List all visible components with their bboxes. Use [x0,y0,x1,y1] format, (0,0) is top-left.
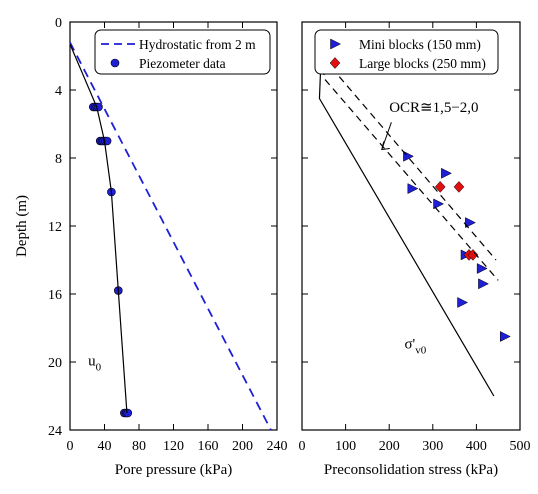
series-line-2 [69,43,128,414]
data-point-triangle [407,183,419,195]
y-tick-label: 0 [55,16,62,31]
data-point-triangle [478,278,489,290]
data-point-diamond [434,181,446,193]
y-tick-label: 12 [48,220,62,235]
data-point-diamond [467,249,479,261]
x-tick-label: 400 [466,439,487,454]
x-axis-title: Pore pressure (kPa) [115,462,232,478]
x-tick-label: 120 [163,439,184,454]
annotation-subscript: 0 [96,361,102,373]
x-tick-label: 160 [198,439,219,454]
annotation-arrowhead [381,141,390,151]
legend-box [314,29,499,75]
plot-frame [301,21,521,431]
data-point-triangle [476,263,488,274]
x-tick-label: 0 [67,439,74,454]
data-point-triangle [433,198,445,210]
y-axis-title: Depth (m) [14,195,30,257]
legend-box [94,29,271,75]
y-tick-label: 20 [48,356,62,371]
y-tick-label: 24 [48,424,62,439]
legend-label: Mini blocks (150 mm) [359,37,481,52]
series-line-0 [69,41,272,431]
y-tick-label: 8 [55,152,62,167]
annotation: σ'v0 [404,336,426,356]
x-tick-label: 200 [232,439,253,454]
annotation-main: σ' [404,336,415,352]
annotation-main: u [88,353,96,369]
legend-swatch-marker [110,58,120,68]
legend-swatch-marker [330,38,342,50]
data-point-triangle [441,167,452,179]
x-tick-label: 80 [132,439,146,454]
data-point-triangle [465,217,476,229]
x-tick-label: 500 [510,439,531,454]
series-line-3 [323,44,499,281]
panel-pore-pressure: 0 40 80 120 160 200 240 0 4 8 12 16 20 24 Pore pressur… [14,16,288,478]
x-tick-label: 240 [267,439,288,454]
panel-preconsolidation: 0 100 200 300 400 500 Preconsolidation stress … [299,21,531,478]
annotation-main: OCR≅1,5−2,0 [389,100,478,116]
data-point-triangle [457,297,469,308]
annotation: u0 [88,353,102,373]
y-tick-label: 4 [55,84,62,99]
y-tick-label: 16 [48,288,62,303]
x-tick-label: 100 [335,439,356,454]
legend-label: Piezometer data [139,56,226,71]
data-point-diamond [453,181,465,193]
legend-label: Large blocks (250 mm) [359,56,486,71]
data-point-circle [123,408,133,418]
x-tick-label: 200 [379,439,400,454]
x-tick-label: 40 [98,439,112,454]
x-tick-label: 0 [299,439,306,454]
annotation-subscript: v0 [415,344,427,356]
legend-label: Hydrostatic from 2 m [139,37,256,52]
legend-swatch-marker [329,57,341,69]
series-line-4 [329,44,497,261]
annotation: OCR≅1,5−2,0 [389,100,478,116]
x-axis-title: Preconsolidation stress (kPa) [324,462,498,478]
data-point-triangle [499,331,511,342]
x-tick-label: 300 [422,439,443,454]
